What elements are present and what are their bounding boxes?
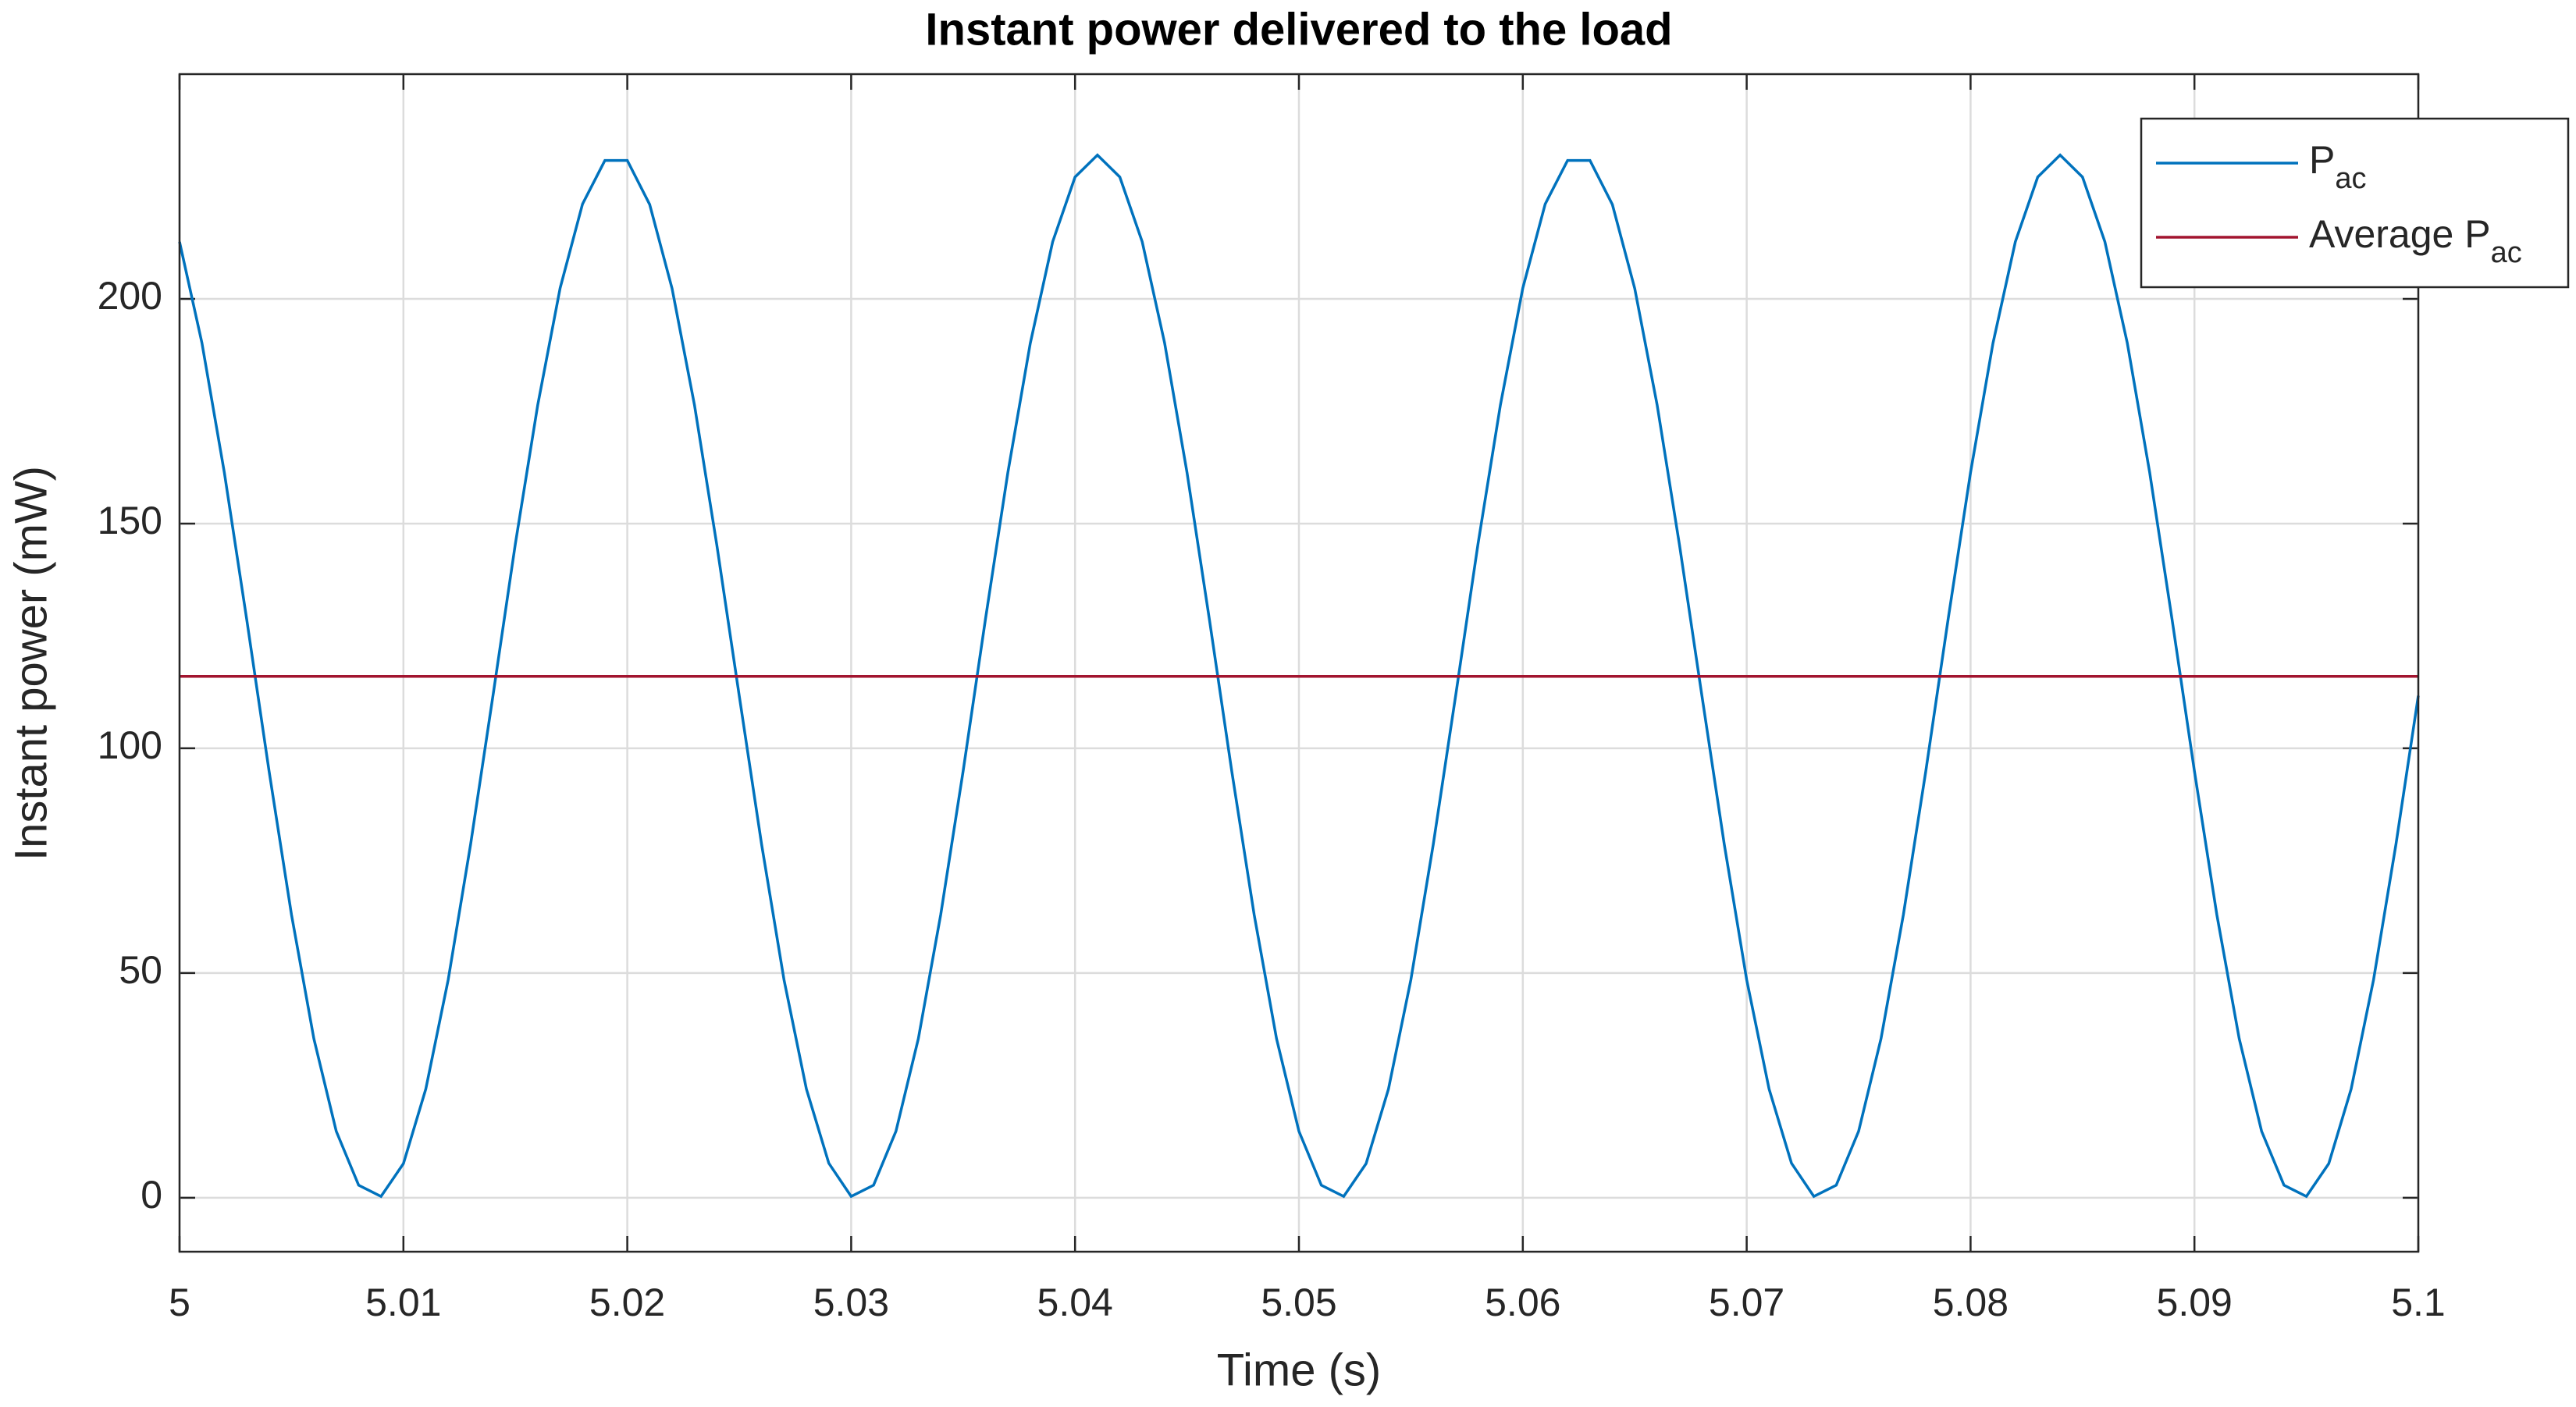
y-tick-label: 150	[98, 499, 162, 542]
x-tick-label: 5	[169, 1281, 190, 1324]
x-axis-label: Time (s)	[1217, 1345, 1381, 1395]
x-tick-label: 5.01	[365, 1281, 441, 1324]
x-tick-label: 5.1	[2391, 1281, 2446, 1324]
chart-title: Instant power delivered to the load	[925, 4, 1672, 55]
y-tick-label: 100	[98, 723, 162, 767]
legend-label: Pac	[2309, 138, 2367, 195]
plot-frame	[178, 73, 2420, 1253]
x-tick-label: 5.04	[1037, 1281, 1113, 1324]
x-tick-label: 5.07	[1709, 1281, 1784, 1324]
legend-box	[2140, 117, 2570, 289]
x-tick-label: 5.03	[813, 1281, 889, 1324]
x-tick-label: 5.08	[1933, 1281, 2008, 1324]
y-tick-label: 0	[141, 1173, 162, 1217]
x-tick-label: 5.05	[1261, 1281, 1336, 1324]
y-axis-label: Instant power (mW)	[5, 466, 56, 861]
y-tick-label: 200	[98, 274, 162, 318]
x-tick-label: 5.06	[1485, 1281, 1560, 1324]
y-tick-label: 50	[119, 948, 162, 992]
x-tick-label: 5.09	[2157, 1281, 2233, 1324]
x-tick-label: 5.02	[589, 1281, 665, 1324]
data-line	[178, 153, 2420, 1199]
legend-label: Average Pac	[2309, 212, 2522, 269]
